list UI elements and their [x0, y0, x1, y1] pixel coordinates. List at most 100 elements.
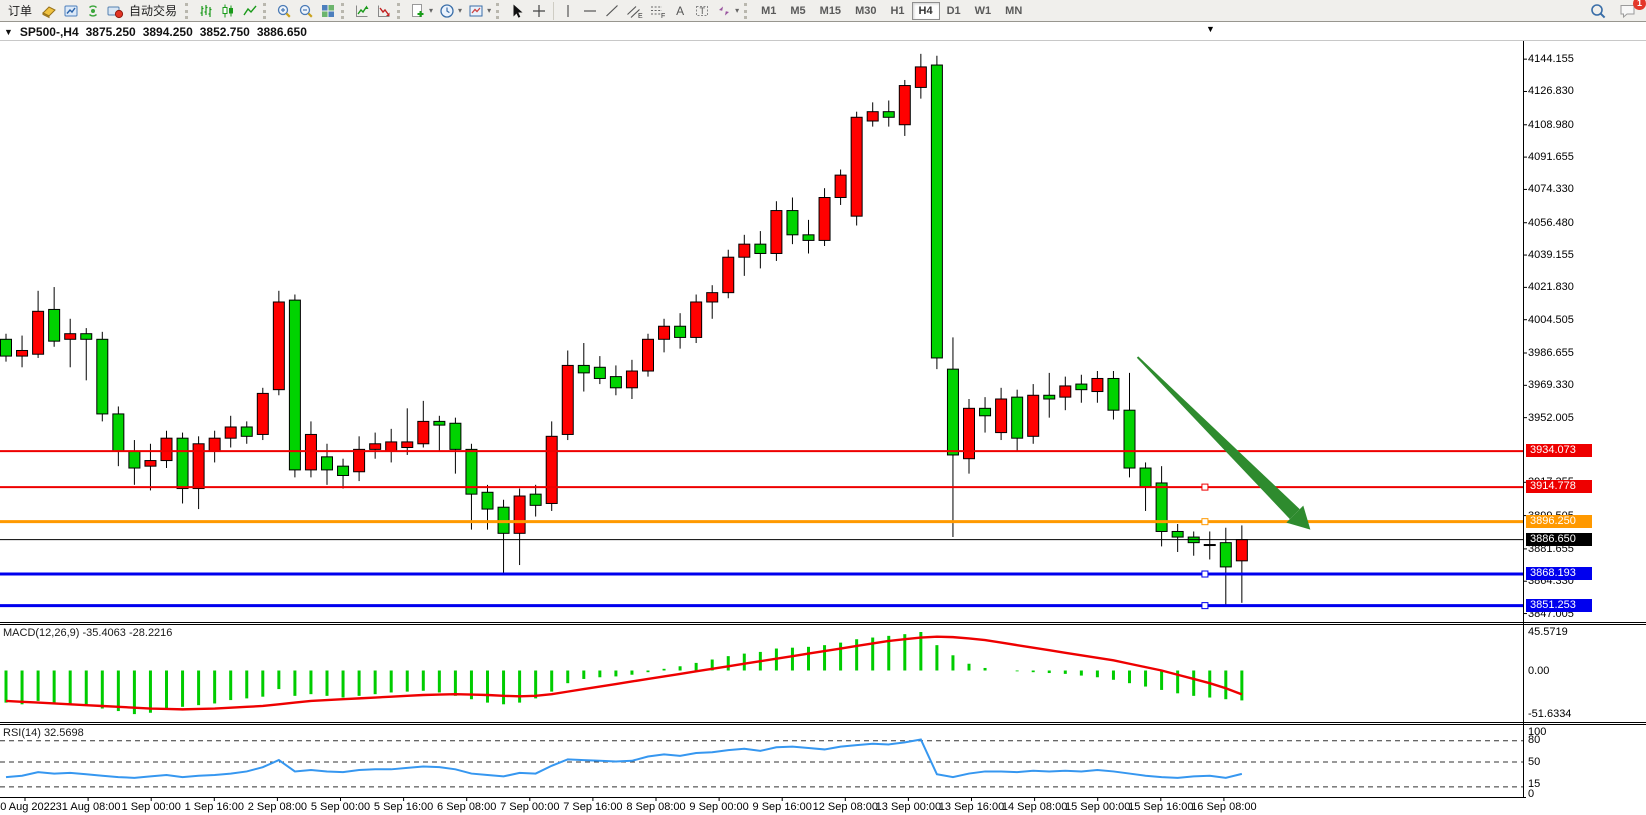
- text-label-tool-button[interactable]: T: [691, 1, 713, 21]
- new-chart-button[interactable]: ▾: [407, 1, 436, 21]
- candlestick-chart-button[interactable]: [217, 1, 239, 21]
- candle: [0, 338, 12, 357]
- price-axis-label: 3881.655: [1528, 542, 1574, 555]
- trend-arrow-head[interactable]: [1286, 505, 1311, 530]
- search-button[interactable]: [1586, 1, 1610, 21]
- signal-waves-icon: [85, 3, 101, 19]
- line-chart-button[interactable]: [239, 1, 261, 21]
- timeframe-button-m1[interactable]: M1: [761, 4, 777, 17]
- line-chart-icon: [242, 3, 258, 19]
- timeframe-button-m5[interactable]: M5: [790, 4, 806, 17]
- candle: [642, 338, 654, 372]
- candle: [481, 491, 494, 510]
- hline-marker[interactable]: [1201, 483, 1209, 491]
- candle: [240, 426, 253, 437]
- price-axis-label: 4039.155: [1528, 249, 1574, 262]
- market-watch-button[interactable]: [60, 1, 82, 21]
- crosshair-tool-button[interactable]: [528, 1, 550, 21]
- symbol-caret-icon[interactable]: ▼: [4, 26, 13, 37]
- price-tag-3896.250[interactable]: 3896.250: [1526, 514, 1592, 528]
- indicator-window-up-button[interactable]: [351, 1, 373, 21]
- candle: [834, 174, 847, 199]
- cursor-tool-button[interactable]: [506, 1, 528, 21]
- arrow-shapes-icon: [716, 3, 732, 19]
- indicator-window-down-button[interactable]: [373, 1, 395, 21]
- new-order-button[interactable]: 订单: [2, 1, 38, 21]
- trend-arrow-annotation[interactable]: [1136, 356, 1300, 520]
- macd-scale-label: 0.00: [1528, 664, 1550, 677]
- horizontal-line-tool-button[interactable]: [579, 1, 601, 21]
- hline-marker[interactable]: [1201, 518, 1209, 526]
- candle: [112, 413, 125, 452]
- channel-tool-button[interactable]: E: [623, 1, 646, 21]
- price-tag-3934.073[interactable]: 3934.073: [1526, 444, 1592, 458]
- price-tag-3914.778[interactable]: 3914.778: [1526, 480, 1592, 494]
- date-label: 14 Sep 08:00: [1001, 801, 1068, 813]
- toolbar-grip[interactable]: [397, 2, 405, 19]
- auto-trading-label: 自动交易: [129, 4, 178, 18]
- candle: [882, 111, 895, 118]
- ohlc-bars-icon: [198, 3, 214, 19]
- candle: [995, 398, 1008, 434]
- toolbar-grip[interactable]: [744, 2, 752, 19]
- bar-chart-button[interactable]: [195, 1, 217, 21]
- timeframe-button-d1[interactable]: D1: [946, 4, 961, 17]
- price-tag-3868.193[interactable]: 3868.193: [1526, 567, 1592, 580]
- main-toolbar: 订单 自动交易: [0, 0, 1646, 22]
- price-tag-3886.650[interactable]: 3886.650: [1526, 532, 1592, 546]
- candle: [401, 441, 414, 449]
- timeframe-button-w1[interactable]: W1: [974, 4, 992, 17]
- arrows-tool-button[interactable]: ▾: [713, 1, 742, 21]
- timeframe-button-m30[interactable]: M30: [855, 4, 877, 17]
- hline-marker[interactable]: [1201, 602, 1209, 610]
- auto-trading-button[interactable]: 自动交易: [104, 1, 183, 21]
- timeframe-button-mn[interactable]: MN: [1005, 4, 1023, 17]
- toolbar-grip[interactable]: [341, 2, 349, 19]
- timeframe-button-h1[interactable]: H1: [890, 4, 905, 17]
- horizontal-line-icon: [582, 3, 598, 19]
- candle: [1107, 377, 1120, 411]
- zoom-out-button[interactable]: [295, 1, 317, 21]
- notifications-button[interactable]: 1: [1616, 0, 1646, 21]
- candle: [866, 111, 879, 122]
- candle: [1011, 396, 1024, 439]
- zoom-in-button[interactable]: [273, 1, 295, 21]
- date-label: 13 Sep 16:00: [938, 801, 1005, 813]
- toolbar-grip[interactable]: [263, 2, 271, 19]
- price-tag-3851.253[interactable]: 3851.253: [1526, 598, 1592, 612]
- rsi-scale-label: 50: [1528, 755, 1541, 768]
- candle: [658, 325, 671, 340]
- search-icon: [1589, 2, 1607, 20]
- candle: [433, 420, 446, 426]
- text-tool-button[interactable]: A: [669, 1, 691, 21]
- new-order-icon-button[interactable]: [38, 1, 60, 21]
- chart-arrow-up-icon: [354, 3, 370, 19]
- new-chart-icon: [410, 3, 426, 19]
- fibonacci-tool-button[interactable]: F: [646, 1, 669, 21]
- hline-marker[interactable]: [1201, 570, 1209, 578]
- toolbar-grip[interactable]: [185, 2, 193, 19]
- vertical-line-tool-button[interactable]: [557, 1, 579, 21]
- date-label: 1 Sep 16:00: [184, 801, 244, 813]
- date-label: 7 Sep 00:00: [500, 801, 560, 813]
- date-label: 7 Sep 16:00: [563, 801, 623, 813]
- template-button[interactable]: ▾: [465, 1, 494, 21]
- periods-button[interactable]: ▾: [436, 1, 465, 21]
- price-axis-label: 4004.505: [1528, 313, 1574, 326]
- tile-windows-button[interactable]: [317, 1, 339, 21]
- toolbar-grip[interactable]: [496, 2, 504, 19]
- chart-shift-marker-icon[interactable]: ▼: [1206, 24, 1215, 34]
- symbol-period-label: SP500-,H4: [19, 24, 79, 39]
- signals-button[interactable]: [82, 1, 104, 21]
- timeframe-button-m15[interactable]: M15: [819, 4, 842, 17]
- candle: [963, 407, 975, 460]
- candle: [321, 456, 333, 471]
- price-axis-label: 4144.155: [1528, 53, 1574, 66]
- fibonacci-icon: F: [649, 3, 666, 19]
- candle: [304, 433, 317, 471]
- trendline-tool-button[interactable]: [601, 1, 623, 21]
- candle: [625, 370, 638, 389]
- price-axis-label: 4056.480: [1528, 216, 1574, 229]
- timeframe-button-h4[interactable]: H4: [911, 1, 940, 20]
